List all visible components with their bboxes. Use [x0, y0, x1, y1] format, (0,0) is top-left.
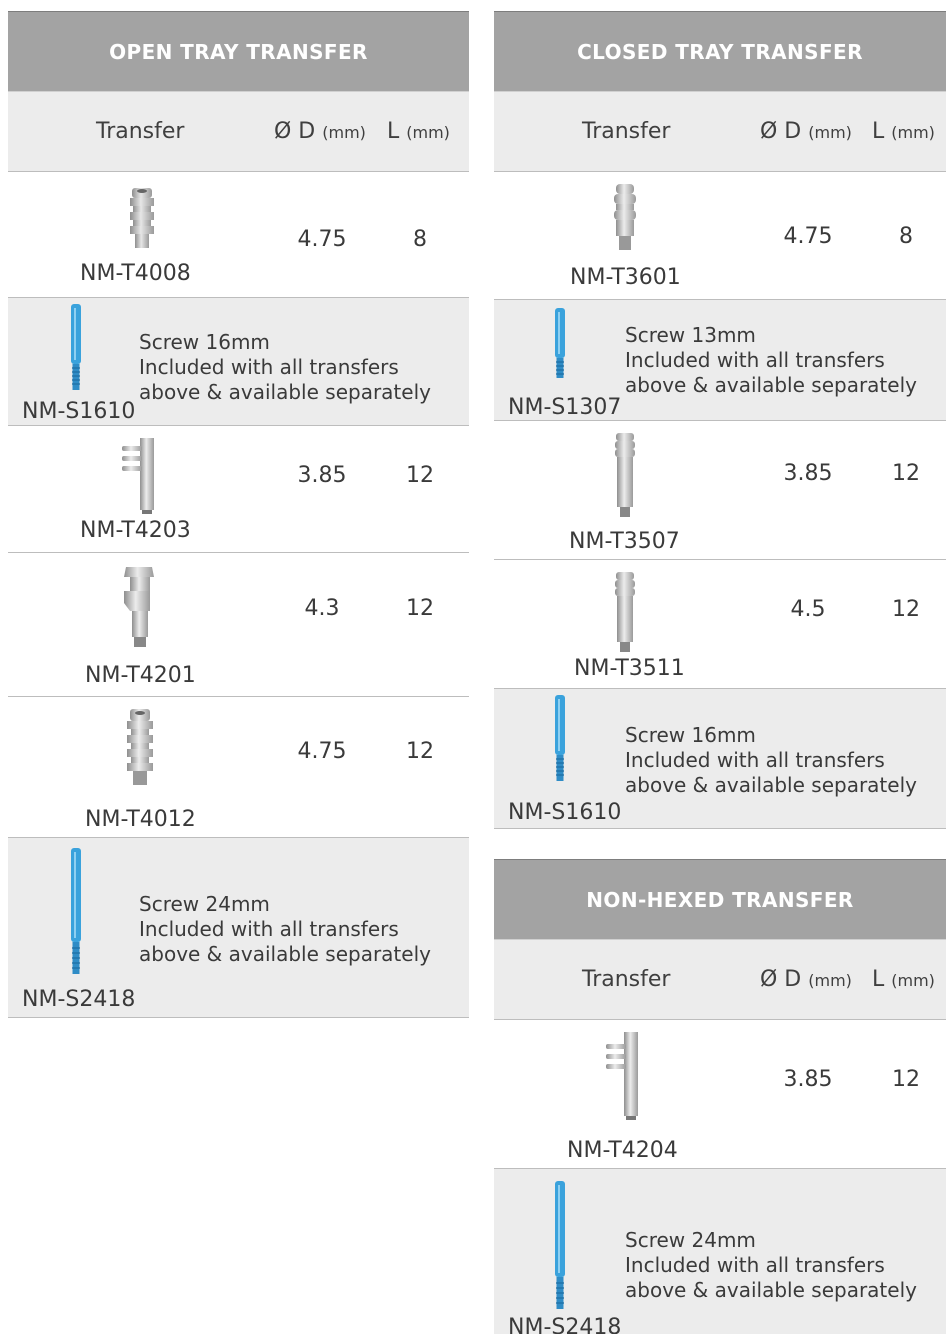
table-row: NM-T4204 3.85 12 — [494, 1019, 946, 1168]
open-tray-panel: OPEN TRAY TRANSFER Transfer Ø D (mm) L (… — [8, 11, 469, 1018]
table-row: NM-S2418 Screw 24mm Included with all tr… — [8, 837, 469, 1018]
screw-description: Screw 16mm Included with all transfers a… — [139, 330, 431, 404]
length-value: 12 — [892, 461, 920, 486]
panel-title: CLOSED TRAY TRANSFER — [494, 11, 946, 91]
product-code: NM-T4008 — [80, 261, 191, 286]
product-code: NM-S2418 — [508, 1315, 622, 1334]
col-length: L (mm) — [872, 967, 935, 992]
col-transfer: Transfer — [96, 119, 185, 144]
col-transfer: Transfer — [582, 967, 671, 992]
diameter-value: 3.85 — [783, 1067, 833, 1092]
table-row: NM-S1307 Screw 13mm Included with all tr… — [494, 299, 946, 420]
col-length: L (mm) — [872, 119, 935, 144]
open-transfer-icon — [122, 438, 154, 514]
length-value: 8 — [413, 227, 427, 252]
table-row: NM-T4008 4.75 8 — [8, 171, 469, 297]
screw-icon — [71, 304, 81, 390]
col-diameter: Ø D (mm) — [760, 119, 852, 144]
diameter-value: 4.75 — [783, 224, 833, 249]
length-value: 12 — [406, 596, 434, 621]
product-code: NM-T3601 — [570, 265, 681, 290]
non-hexed-transfer-icon — [606, 1032, 638, 1120]
col-transfer: Transfer — [582, 119, 671, 144]
table-row: NM-T3511 4.5 12 — [494, 559, 946, 688]
product-code: NM-T4201 — [85, 663, 196, 688]
screw-description: Screw 24mm Included with all transfers a… — [625, 1228, 917, 1302]
column-headers: Transfer Ø D (mm) L (mm) — [8, 91, 469, 171]
diameter-value: 4.5 — [790, 597, 826, 622]
table-row: NM-T4203 3.85 12 — [8, 425, 469, 552]
table-row: NM-T4012 4.75 12 — [8, 696, 469, 837]
open-transfer-icon — [124, 567, 154, 647]
product-code: NM-T4204 — [567, 1138, 678, 1163]
screw-icon — [555, 1181, 565, 1309]
table-row: NM-S1610 Screw 16mm Included with all tr… — [494, 688, 946, 829]
diameter-value: 4.3 — [304, 596, 340, 621]
length-value: 12 — [406, 739, 434, 764]
column-headers: Transfer Ø D (mm) L (mm) — [494, 91, 946, 171]
closed-tray-panel: CLOSED TRAY TRANSFER Transfer Ø D (mm) L… — [494, 11, 946, 829]
product-code: NM-S2418 — [22, 987, 136, 1012]
length-value: 12 — [892, 1067, 920, 1092]
screw-description: Screw 13mm Included with all transfers a… — [625, 323, 917, 397]
product-code: NM-T4203 — [80, 518, 191, 543]
diameter-value: 4.75 — [297, 739, 347, 764]
product-code: NM-T3511 — [574, 656, 685, 681]
table-row: NM-S2418 Screw 24mm Included with all tr… — [494, 1168, 946, 1334]
screw-icon — [71, 848, 81, 974]
product-code: NM-S1610 — [22, 399, 136, 424]
table-row: NM-S1610 Screw 16mm Included with all tr… — [8, 297, 469, 425]
panel-title: NON-HEXED TRANSFER — [494, 859, 946, 939]
screw-icon — [555, 308, 565, 378]
panel-title: OPEN TRAY TRANSFER — [8, 11, 469, 91]
screw-description: Screw 24mm Included with all transfers a… — [139, 892, 431, 966]
product-code: NM-T3507 — [569, 529, 680, 554]
product-code: NM-S1307 — [508, 395, 622, 420]
length-value: 8 — [899, 224, 913, 249]
length-value: 12 — [892, 597, 920, 622]
non-hexed-panel: NON-HEXED TRANSFER Transfer Ø D (mm) L (… — [494, 859, 946, 1334]
product-code: NM-S1610 — [508, 800, 622, 825]
open-transfer-icon — [127, 709, 153, 785]
closed-transfer-icon — [614, 184, 636, 250]
col-diameter: Ø D (mm) — [760, 967, 852, 992]
diameter-value: 4.75 — [297, 227, 347, 252]
table-row: NM-T3601 4.75 8 — [494, 171, 946, 299]
diameter-value: 3.85 — [297, 463, 347, 488]
col-diameter: Ø D (mm) — [274, 119, 366, 144]
col-length: L (mm) — [387, 119, 450, 144]
length-value: 12 — [406, 463, 434, 488]
closed-transfer-icon — [615, 572, 635, 652]
table-row: NM-T3507 3.85 12 — [494, 420, 946, 559]
open-transfer-icon — [130, 188, 154, 248]
table-row: NM-T4201 4.3 12 — [8, 552, 469, 696]
screw-description: Screw 16mm Included with all transfers a… — [625, 723, 917, 797]
diameter-value: 3.85 — [783, 461, 833, 486]
closed-transfer-icon — [615, 433, 635, 517]
product-code: NM-T4012 — [85, 807, 196, 832]
column-headers: Transfer Ø D (mm) L (mm) — [494, 939, 946, 1019]
screw-icon — [555, 695, 565, 781]
